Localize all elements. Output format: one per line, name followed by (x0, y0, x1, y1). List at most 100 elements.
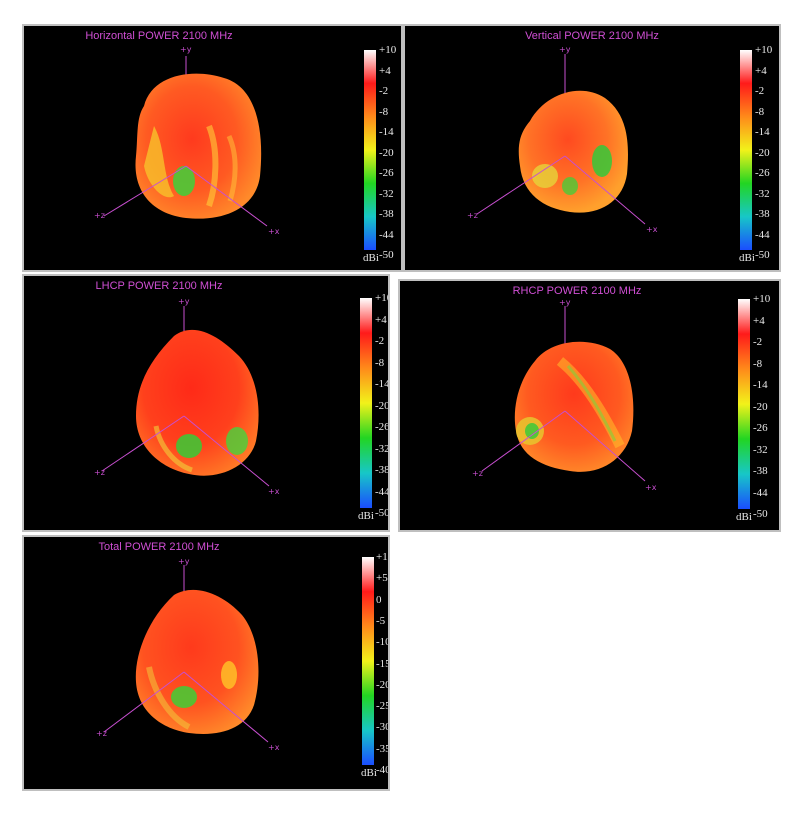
color-scale-unit: dBi (361, 767, 377, 779)
color-scale-tick: -2 (753, 336, 763, 348)
x-axis-line (564, 155, 646, 225)
z-axis-label: +z (94, 468, 105, 477)
total-power-panel: +y +z +x Total POWER 2100 MHz dBi +10 +5 0… (22, 535, 390, 791)
low-gain-region (532, 164, 558, 188)
panel-title: Total POWER 2100 MHz (98, 541, 220, 553)
x-axis-line (183, 671, 269, 743)
color-scale-tick: -44 (375, 485, 390, 498)
x-axis-label: +x (268, 743, 280, 752)
y-axis-label: +y (178, 557, 190, 566)
color-scale-tick: -5 (376, 614, 386, 627)
color-scale-tick: -20 (753, 400, 768, 413)
color-scale-tick: 0 (376, 593, 382, 606)
vertical-power-panel: +y +z +x Vertical POWER 2100 MHz dBi +10… (403, 24, 781, 272)
color-scale-tick: -50 (753, 508, 768, 520)
contour-band (226, 134, 238, 202)
panel-title: LHCP POWER 2100 MHz (95, 280, 223, 292)
radiation-pattern-plot: +y +z +x (472, 298, 657, 492)
color-scale-tick: -15 (376, 657, 390, 670)
radiation-pattern-plot: +y +z +x (94, 45, 280, 236)
color-scale-tick: -32 (379, 187, 394, 200)
color-scale-tick: -32 (753, 443, 768, 456)
x-axis-line (185, 165, 268, 227)
panel-title: Horizontal POWER 2100 MHz (85, 30, 233, 42)
contour-band (153, 425, 193, 473)
pattern-surface (135, 589, 259, 734)
color-scale-tick: -8 (375, 356, 385, 369)
pattern-surface (514, 341, 634, 472)
color-scale-tick: -35 (376, 742, 390, 755)
color-scale-bar (362, 557, 374, 765)
low-gain-region (144, 126, 174, 198)
color-scale-tick: +4 (379, 64, 391, 77)
null-region (226, 427, 248, 455)
color-scale-tick: -8 (755, 105, 765, 118)
color-scale-tick: -50 (755, 249, 770, 261)
null-region (173, 166, 195, 196)
color-scale-tick: -2 (375, 335, 385, 347)
z-axis-label: +z (96, 729, 107, 738)
color-scale-bar (740, 50, 752, 250)
color-scale-bar (738, 299, 750, 509)
null-region (525, 423, 539, 439)
color-scale-tick: -20 (376, 678, 390, 691)
z-axis-line (481, 410, 566, 472)
color-scale-tick: -30 (376, 721, 390, 734)
color-scale-tick: -14 (375, 378, 390, 390)
color-scale-tick: -26 (379, 167, 394, 179)
color-scale-tick: +10 (379, 44, 397, 56)
z-axis-line (103, 165, 187, 217)
color-scale-tick: -32 (755, 187, 770, 200)
contour-band (566, 365, 617, 442)
color-scale-tick: +4 (753, 314, 765, 327)
color-scale-tick: -2 (379, 85, 389, 97)
z-axis-line (103, 671, 185, 733)
x-axis-label: +x (645, 483, 657, 492)
color-scale-bar (364, 50, 376, 250)
radiation-pattern-plot: +y +z +x (96, 557, 280, 752)
color-scale-tick: +5 (376, 572, 388, 585)
horizontal-power-panel: +y +z +x Horizontal POWER 2100 MHz dBi +… (22, 24, 403, 272)
x-axis-line (183, 415, 270, 487)
x-axis-label: +x (268, 227, 280, 236)
color-scale-tick: -38 (753, 465, 768, 477)
color-scale-tick: -14 (755, 126, 770, 138)
color-scale-unit: dBi (739, 252, 755, 264)
color-scale-tick: -50 (375, 507, 390, 519)
color-scale-bar (360, 298, 372, 508)
color-scale-tick: -32 (375, 442, 390, 455)
radiation-pattern-plot: +y +z +x (467, 45, 658, 234)
color-scale-tick: -2 (755, 85, 765, 97)
color-scale-tick: -8 (753, 357, 763, 370)
color-scale-tick: -20 (379, 146, 394, 159)
pattern-surface (518, 90, 628, 213)
color-scale-tick: +10 (375, 292, 388, 304)
null-region (592, 145, 612, 177)
color-scale-tick: -10 (376, 636, 390, 649)
color-scale-tick: -14 (379, 126, 394, 138)
x-axis-label: +x (268, 487, 280, 496)
color-scale-tick: -20 (375, 399, 390, 412)
y-axis-label: +y (180, 45, 192, 54)
null-region (171, 686, 197, 708)
null-region (176, 434, 202, 458)
color-scale-tick: +10 (755, 44, 773, 56)
null-region (562, 177, 578, 195)
color-scale-tick: -26 (755, 167, 770, 179)
color-scale-tick: -25 (376, 700, 390, 713)
y-axis-label: +y (178, 297, 190, 306)
color-scale-tick: +10 (753, 293, 771, 305)
color-scale-unit: dBi (736, 511, 752, 523)
color-scale-tick: -44 (379, 228, 394, 241)
color-scale-tick: +4 (755, 64, 767, 77)
color-scale-tick: -40 (376, 764, 390, 776)
color-scale-tick: -8 (379, 105, 389, 118)
panel-title: RHCP POWER 2100 MHz (512, 285, 642, 297)
color-scale-tick: -38 (379, 208, 394, 220)
contour-band (206, 124, 219, 207)
x-axis-line (564, 410, 646, 482)
panel-title: Vertical POWER 2100 MHz (525, 30, 659, 42)
color-scale-tick: -38 (755, 208, 770, 220)
color-scale-tick: -26 (753, 422, 768, 434)
radiation-pattern-plot: +y +z +x (94, 297, 280, 496)
